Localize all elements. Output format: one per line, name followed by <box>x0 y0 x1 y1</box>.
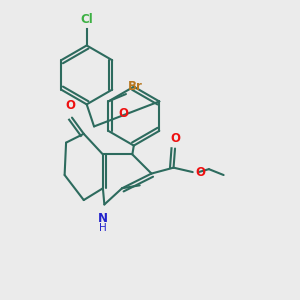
Text: Cl: Cl <box>80 13 93 26</box>
Text: O: O <box>65 99 76 112</box>
Text: O: O <box>171 132 181 145</box>
Text: O: O <box>195 167 205 179</box>
Text: Br: Br <box>128 80 142 93</box>
Text: H: H <box>99 223 107 233</box>
Text: N: N <box>98 212 108 225</box>
Text: O: O <box>119 107 129 120</box>
